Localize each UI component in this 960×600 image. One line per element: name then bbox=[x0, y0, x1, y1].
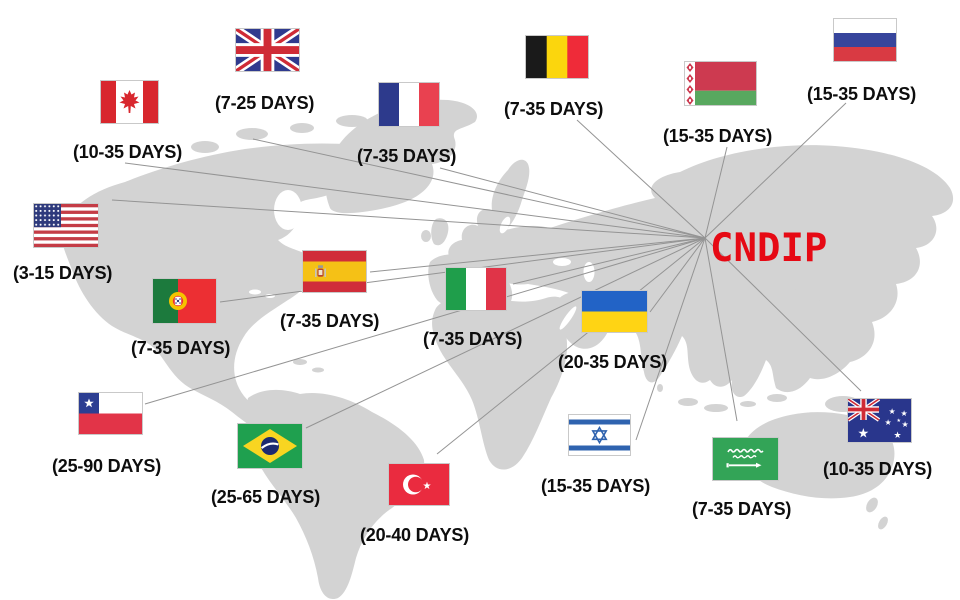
svg-text:★: ★ bbox=[894, 431, 902, 441]
flag-belarus-icon bbox=[684, 61, 757, 106]
shipping-days-label-france: (7-35 DAYS) bbox=[357, 146, 457, 166]
shipping-line-australia bbox=[704, 237, 862, 392]
svg-text:★: ★ bbox=[858, 427, 870, 442]
shipping-days-label-russia: (15-35 DAYS) bbox=[807, 84, 916, 104]
flag-portugal-icon bbox=[152, 278, 217, 324]
shipping-days-label-australia: (10-35 DAYS) bbox=[823, 459, 932, 479]
shipping-days-label-spain: (7-35 DAYS) bbox=[280, 311, 380, 331]
flag-chile-icon bbox=[78, 392, 143, 435]
shipping-line-italy bbox=[512, 237, 706, 285]
flag-ukraine-icon bbox=[581, 290, 648, 333]
flag-uk-icon bbox=[235, 28, 300, 72]
flag-israel-icon bbox=[568, 414, 631, 456]
shipping-days-label-canada: (10-35 DAYS) bbox=[73, 142, 182, 162]
shipping-line-israel bbox=[635, 237, 706, 441]
flag-turkey-icon: ★ bbox=[388, 463, 450, 506]
shipping-days-label-uk: (7-25 DAYS) bbox=[215, 93, 315, 113]
shipping-line-chile bbox=[144, 237, 706, 405]
shipping-line-brazil bbox=[305, 237, 706, 429]
shipping-days-label-portugal: (7-35 DAYS) bbox=[131, 338, 231, 358]
shipping-days-label-saudi-arabia: (7-35 DAYS) bbox=[692, 499, 792, 519]
shipping-line-usa bbox=[111, 199, 706, 239]
flag-spain-icon bbox=[302, 250, 367, 293]
svg-text:★: ★ bbox=[423, 481, 432, 492]
flag-saudi-arabia-icon bbox=[712, 437, 779, 481]
svg-text:★: ★ bbox=[897, 418, 902, 424]
shipping-line-canada bbox=[124, 162, 706, 239]
flag-usa-icon bbox=[33, 203, 99, 248]
flag-italy-icon bbox=[445, 267, 507, 311]
shipping-line-turkey bbox=[436, 237, 706, 455]
svg-text:★: ★ bbox=[889, 407, 896, 416]
flag-belgium-icon bbox=[525, 35, 589, 79]
flag-france-icon bbox=[378, 82, 440, 127]
shipping-days-label-brazil: (25-65 DAYS) bbox=[211, 487, 320, 507]
svg-text:★: ★ bbox=[885, 418, 892, 427]
svg-text:★: ★ bbox=[902, 420, 909, 429]
shipping-line-belgium bbox=[576, 119, 706, 239]
flag-canada-icon bbox=[100, 80, 159, 124]
shipping-line-russia bbox=[704, 102, 847, 239]
shipping-line-saudi-arabia bbox=[704, 237, 738, 422]
shipping-days-label-italy: (7-35 DAYS) bbox=[423, 329, 523, 349]
shipping-line-france bbox=[439, 167, 706, 239]
shipping-days-label-belgium: (7-35 DAYS) bbox=[504, 99, 604, 119]
shipping-line-belarus bbox=[704, 146, 728, 239]
svg-text:★: ★ bbox=[901, 409, 908, 418]
brand-origin-cndip: CNDIP bbox=[710, 226, 828, 271]
shipping-days-label-ukraine: (20-35 DAYS) bbox=[558, 352, 667, 372]
shipping-days-label-belarus: (15-35 DAYS) bbox=[663, 126, 772, 146]
shipping-line-ukraine bbox=[649, 237, 706, 313]
shipping-days-label-turkey: (20-40 DAYS) bbox=[360, 525, 469, 545]
shipping-line-uk bbox=[252, 138, 706, 239]
shipping-days-label-chile: (25-90 DAYS) bbox=[52, 456, 161, 476]
flag-russia-icon bbox=[833, 18, 897, 62]
shipping-days-label-israel: (15-35 DAYS) bbox=[541, 476, 650, 496]
shipping-days-label-usa: (3-15 DAYS) bbox=[13, 263, 113, 283]
flag-brazil-icon bbox=[237, 423, 303, 469]
flag-australia-icon: ★ ★ ★ ★ ★ ★ ★ bbox=[847, 398, 912, 443]
shipping-line-spain bbox=[369, 237, 706, 273]
